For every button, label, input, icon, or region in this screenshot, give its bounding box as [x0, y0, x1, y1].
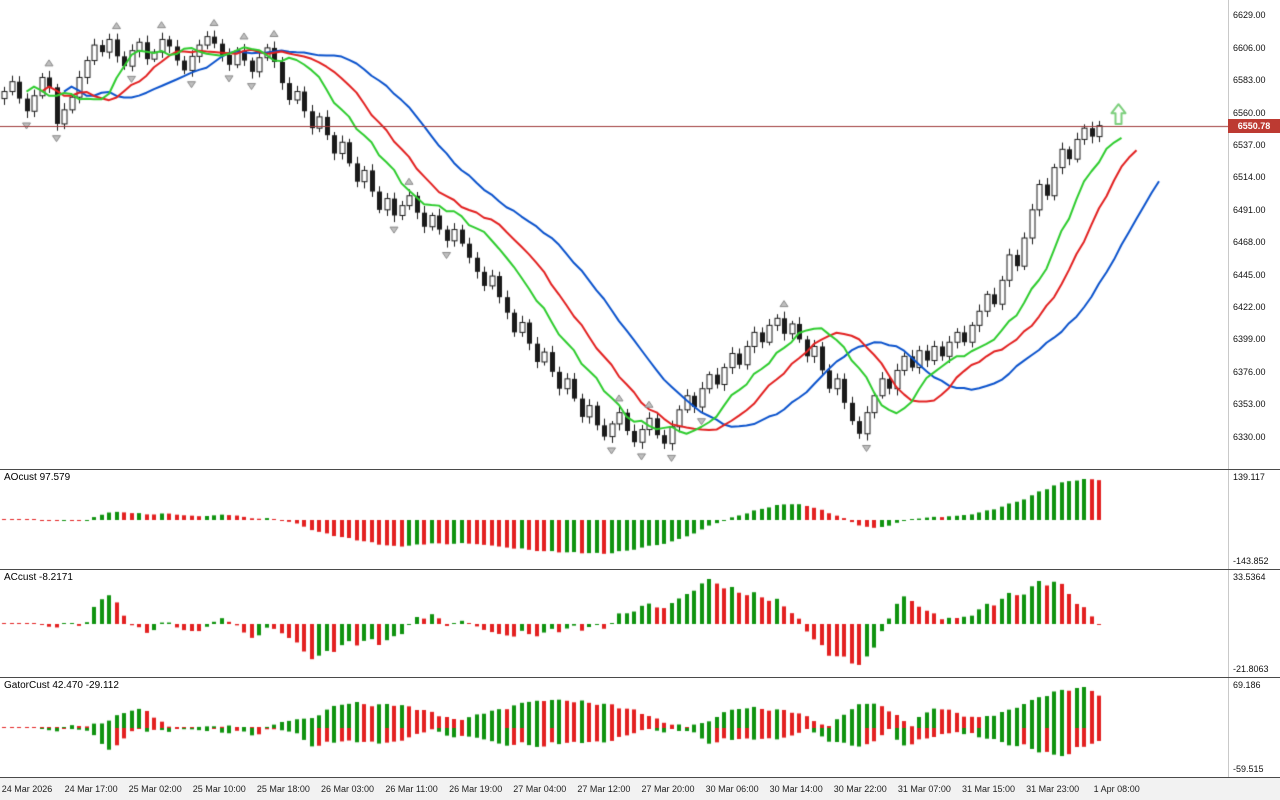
price-tick: 6445.00 [1233, 269, 1266, 280]
time-axis-label: 31 Mar 23:00 [1026, 784, 1080, 794]
gator-panel: GatorCust 42.470 -29.112 69.186 -59.515 [0, 678, 1280, 778]
time-axis-label: 26 Mar 03:00 [320, 784, 375, 794]
time-axis-label: 31 Mar 15:00 [961, 784, 1016, 794]
time-axis-label: 24 Mar 2026 [1, 784, 53, 794]
time-axis-label: 1 Apr 08:00 [1093, 784, 1140, 794]
price-tick: 6399.00 [1233, 334, 1266, 345]
ao-histogram-canvas[interactable] [0, 470, 1228, 569]
time-axis-label: 25 Mar 10:00 [192, 784, 246, 794]
time-axis-label: 27 Mar 04:00 [513, 784, 567, 794]
ac-min-tick: -21.8063 [1233, 664, 1269, 674]
price-tick: 6422.00 [1233, 302, 1266, 313]
current-price-badge: 6550.78 [1228, 118, 1280, 133]
ac-indicator-label: ACcust -8.2171 [4, 572, 73, 583]
price-tick: 6491.00 [1233, 204, 1266, 215]
price-tick: 6376.00 [1233, 366, 1266, 377]
ao-indicator-label: AOcust 97.579 [4, 472, 71, 483]
gator-min-tick: -59.515 [1233, 764, 1264, 774]
ao-axis[interactable]: 139.117 -143.852 [1228, 470, 1280, 569]
time-axis-label: 30 Mar 06:00 [705, 784, 759, 794]
price-tick: 6606.00 [1233, 42, 1266, 53]
gator-indicator-label: GatorCust 42.470 -29.112 [4, 680, 119, 691]
ac-panel: ACcust -8.2171 33.5364 -21.8063 [0, 570, 1280, 678]
ao-panel: AOcust 97.579 139.117 -143.852 [0, 470, 1280, 570]
time-axis[interactable]: 24 Mar 2026 24 Mar 17:00 25 Mar 02:00 25 Ma… [0, 778, 1280, 800]
ao-min-tick: -143.852 [1233, 556, 1269, 566]
time-axis-label: 25 Mar 02:00 [128, 784, 182, 794]
ac-histogram-canvas[interactable] [0, 570, 1228, 677]
time-axis-label: 31 Mar 07:00 [897, 784, 951, 794]
time-axis-label: 27 Mar 20:00 [641, 784, 695, 794]
ac-max-tick: 33.5364 [1233, 572, 1266, 582]
gator-axis[interactable]: 69.186 -59.515 [1228, 678, 1280, 777]
time-axis-label: 27 Mar 12:00 [577, 784, 631, 794]
price-tick: 6583.00 [1233, 75, 1266, 86]
time-axis-label: 26 Mar 19:00 [449, 784, 503, 794]
price-tick: 6537.00 [1233, 140, 1266, 151]
time-axis-label: 25 Mar 18:00 [256, 784, 310, 794]
time-axis-label: 24 Mar 17:00 [64, 784, 118, 794]
price-tick: 6629.00 [1233, 10, 1266, 21]
price-panel: 6629.00 6606.00 6583.00 6560.00 6537.00 6514.… [0, 0, 1280, 470]
price-tick: 6514.00 [1233, 172, 1266, 183]
price-tick: 6468.00 [1233, 237, 1266, 248]
time-axis-label: 26 Mar 11:00 [385, 784, 438, 794]
price-tick: 6560.00 [1233, 107, 1266, 118]
ac-axis[interactable]: 33.5364 -21.8063 [1228, 570, 1280, 677]
gator-max-tick: 69.186 [1233, 680, 1261, 690]
price-axis[interactable]: 6629.00 6606.00 6583.00 6560.00 6537.00 6514.… [1228, 0, 1280, 469]
time-axis-label: 30 Mar 14:00 [769, 784, 823, 794]
price-chart-canvas[interactable] [0, 0, 1228, 469]
price-tick: 6330.00 [1233, 431, 1266, 442]
price-tick: 6353.00 [1233, 399, 1266, 410]
gator-histogram-canvas[interactable] [0, 678, 1228, 777]
ao-max-tick: 139.117 [1233, 472, 1265, 482]
time-axis-label: 30 Mar 22:00 [833, 784, 887, 794]
